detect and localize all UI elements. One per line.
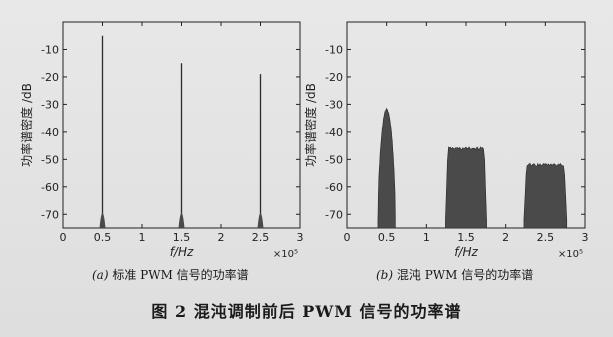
chartb-band-1 [377, 107, 396, 229]
charta-ylabel: 功率谱密度 /dB [19, 83, 34, 167]
figure-caption: 图 2 混沌调制前后 PWM 信号的功率谱 [151, 302, 462, 321]
chartb-ytick-label: -30 [325, 98, 343, 111]
chartb-xtick-label: 2 [502, 231, 509, 244]
charta-ytick-label: -70 [41, 208, 59, 221]
charta-xlabel: f/Hz [170, 245, 194, 259]
charta-xtick-label: 1 [139, 231, 146, 244]
chartb-xlabel: f/Hz [454, 245, 478, 259]
chartb-xtick-label: 0 [344, 231, 351, 244]
charta-peak-base-3 [257, 212, 264, 228]
charta-xtick-label: 2 [218, 231, 225, 244]
charta-peak-base-2 [178, 212, 185, 228]
chartb-xtick-label: 2.5 [537, 231, 555, 244]
charta-ytick-label: -60 [41, 181, 59, 194]
chartb-band-3 [523, 162, 568, 229]
chartb-ytick-label: -60 [325, 181, 343, 194]
charta-xtick-label: 2.5 [252, 231, 270, 244]
charta-ytick-label: -40 [41, 126, 59, 139]
charta-ytick-label: -50 [41, 153, 59, 166]
caption-a-label: (a) [92, 268, 109, 282]
chartb-xtick-label: 1.5 [457, 231, 475, 244]
chartb-xtick-label: 3 [582, 231, 589, 244]
chartb-ytick-label: -50 [325, 153, 343, 166]
charta-ytick-label: -30 [41, 98, 59, 111]
chartb-x-exponent: ×10⁵ [558, 249, 583, 260]
chartb-ytick-label: -40 [325, 126, 343, 139]
caption-b-text: 混沌 PWM 信号的功率谱 [396, 268, 534, 282]
charta-xtick-label: 0.5 [94, 231, 112, 244]
chartb-ytick-label: -10 [325, 43, 343, 56]
charta-xtick-label: 3 [297, 231, 304, 244]
caption-a-text: 标准 PWM 信号的功率谱 [112, 268, 249, 282]
chartb-xtick-label: 0.5 [378, 231, 396, 244]
chartb-ylabel: 功率谱密度 /dB [303, 83, 318, 167]
charta-peak-base-1 [99, 212, 106, 228]
caption-b: (b) 混沌 PWM 信号的功率谱 [376, 266, 533, 283]
charta-xtick-label: 0 [60, 231, 67, 244]
caption-a: (a) 标准 PWM 信号的功率谱 [92, 266, 249, 283]
caption-b-label: (b) [376, 268, 394, 282]
chartb-xtick-label: 1 [423, 231, 430, 244]
chartb-band-2 [445, 146, 487, 229]
charta-x-exponent: ×10⁵ [273, 249, 298, 260]
charta-ytick-label: -10 [41, 43, 59, 56]
chartb-ytick-label: -70 [325, 208, 343, 221]
charta-ytick-label: -20 [41, 71, 59, 84]
chartb-ytick-label: -20 [325, 71, 343, 84]
charta-xtick-label: 1.5 [173, 231, 191, 244]
